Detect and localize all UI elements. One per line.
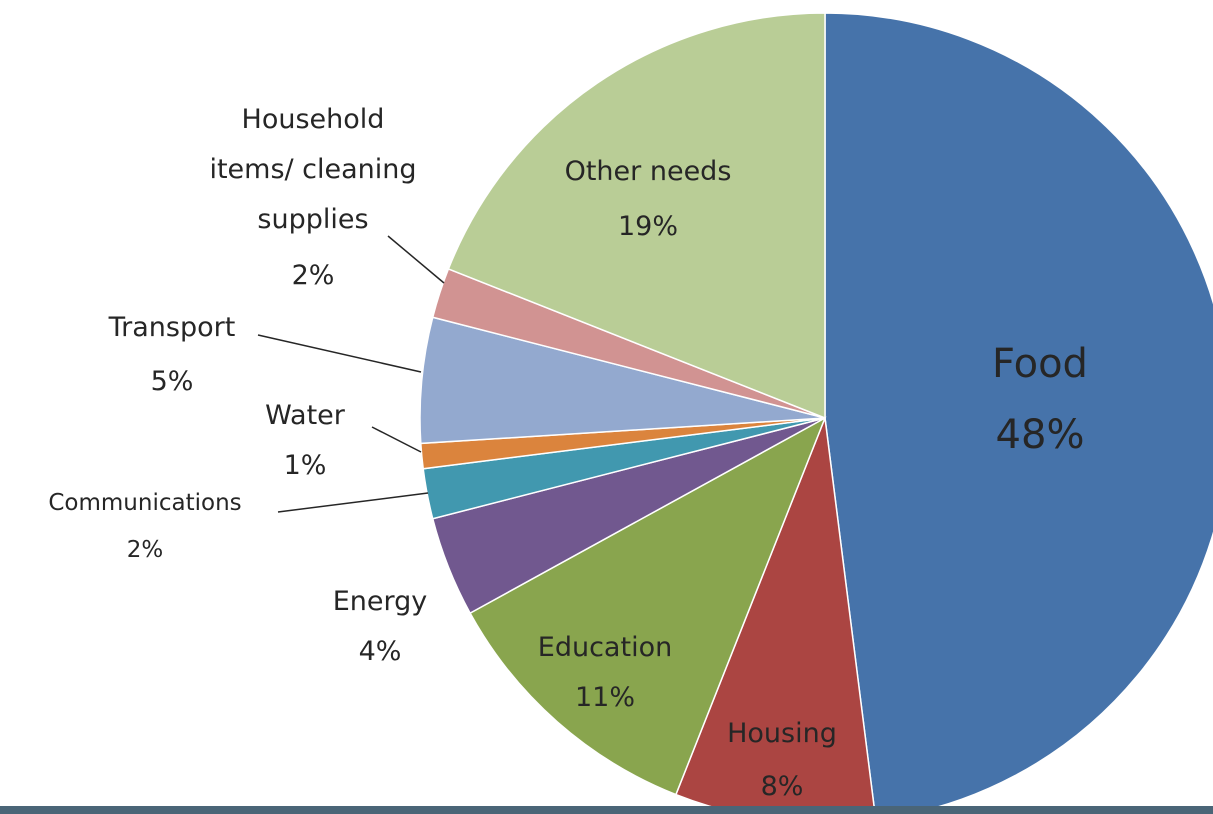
leader-line-household-items-cleaning-supplies: [387, 235, 445, 284]
slice-value-label-household-items-cleaning-supplies: 2%: [292, 260, 335, 291]
slice-category-label-transport: Transport: [108, 312, 236, 343]
slice-value-label-education: 11%: [575, 682, 635, 713]
slice-category-label-water: Water: [265, 400, 346, 431]
leader-line-communications: [277, 492, 429, 513]
pie-slice-housing: [674, 417, 876, 814]
slice-value-label-housing: 8%: [761, 771, 804, 802]
leader-line-transport: [257, 334, 422, 373]
slice-value-label-water: 1%: [284, 450, 327, 481]
slice-category-label-food: Food: [992, 341, 1088, 387]
slice-value-label-food: 48%: [996, 412, 1085, 458]
pie-slice-food: [824, 12, 1213, 814]
slice-category-label-energy: Energy: [333, 586, 428, 617]
slice-category-label-household-items-cleaning-supplies: items/ cleaning: [209, 154, 416, 185]
pie-slice-other-needs: [447, 12, 826, 420]
slice-value-label-transport: 5%: [151, 366, 194, 397]
slice-category-label-education: Education: [538, 632, 672, 663]
slice-category-label-other-needs: Other needs: [565, 156, 732, 187]
slice-value-label-energy: 4%: [359, 636, 402, 667]
leader-lines: [257, 235, 445, 513]
slice-category-label-household-items-cleaning-supplies: supplies: [257, 204, 368, 235]
slice-category-label-household-items-cleaning-supplies: Household: [242, 104, 385, 135]
slice-value-label-other-needs: 19%: [618, 211, 678, 242]
slice-category-label-housing: Housing: [727, 718, 837, 749]
leader-line-water: [371, 426, 422, 453]
slice-value-label-communications: 2%: [127, 537, 164, 563]
pie-slice-education: [469, 416, 827, 796]
slice-category-label-communications: Communications: [48, 490, 241, 516]
bottom-border-bar: [0, 806, 1213, 814]
pie-slices: [419, 12, 1213, 814]
slice-labels: Food 48% Housing 8% Education 11% Energy 4% Comm…: [48, 104, 1088, 802]
